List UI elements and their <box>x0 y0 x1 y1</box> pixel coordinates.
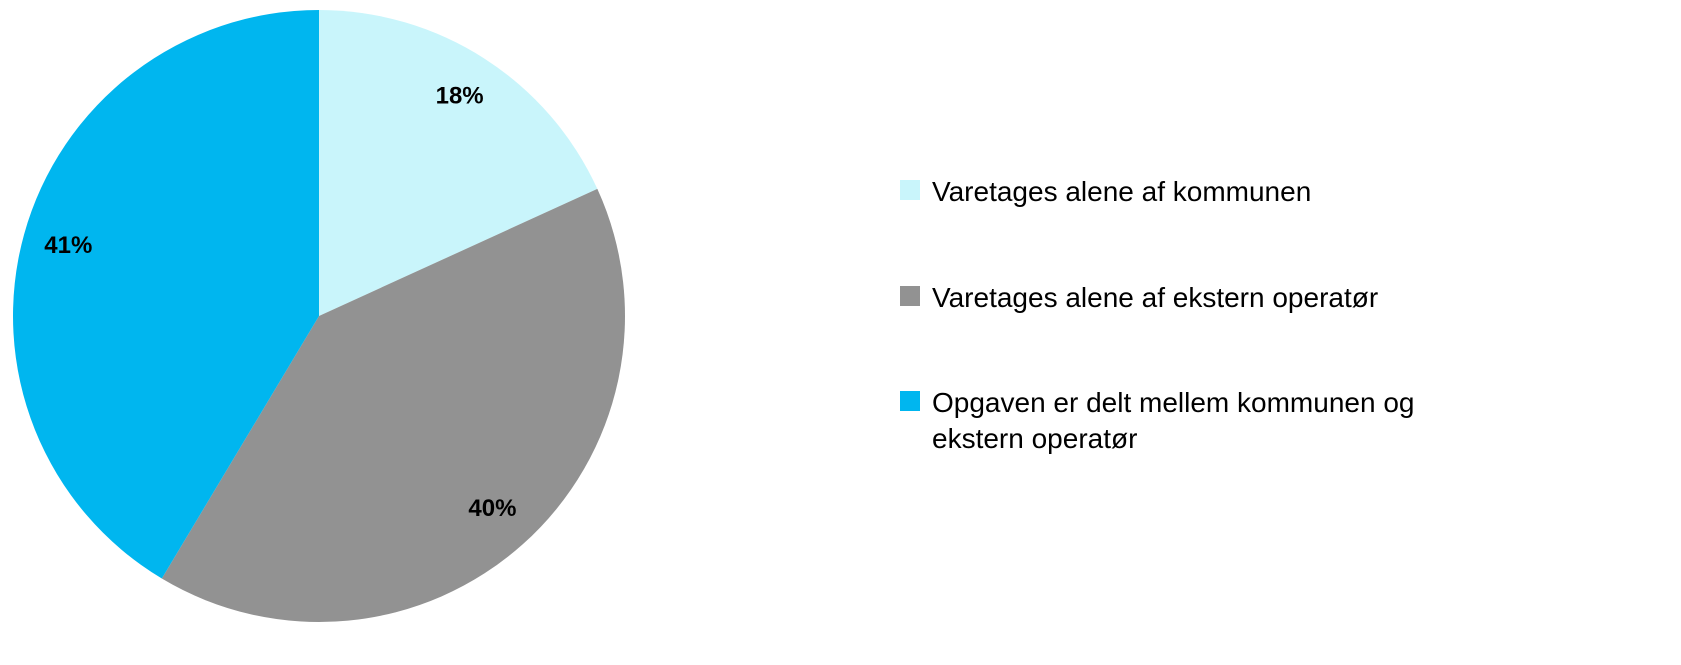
legend-label: Varetages alene af kommunen <box>932 176 1312 207</box>
value-label: 40% <box>468 495 516 522</box>
pie-slice <box>319 10 598 316</box>
legend-label: Varetages alene af ekstern operatør <box>932 282 1379 313</box>
legend-item: Varetages alene af ekstern operatør <box>900 280 1492 316</box>
legend-item: Varetages alene af kommunen <box>900 174 1492 210</box>
legend-item: Opgaven er delt mellem kommunen og ekste… <box>900 385 1492 457</box>
pie-slice <box>13 10 320 579</box>
legend-swatch <box>900 286 920 306</box>
value-label: 41% <box>44 232 92 259</box>
chart: 18% 40% 41% <box>13 10 626 623</box>
pie-slice <box>161 188 626 623</box>
legend-swatch <box>900 391 920 411</box>
legend-swatch <box>900 180 920 200</box>
legend-label: Opgaven er delt mellem kommunen og ekste… <box>932 387 1415 454</box>
value-label: 18% <box>436 83 484 110</box>
